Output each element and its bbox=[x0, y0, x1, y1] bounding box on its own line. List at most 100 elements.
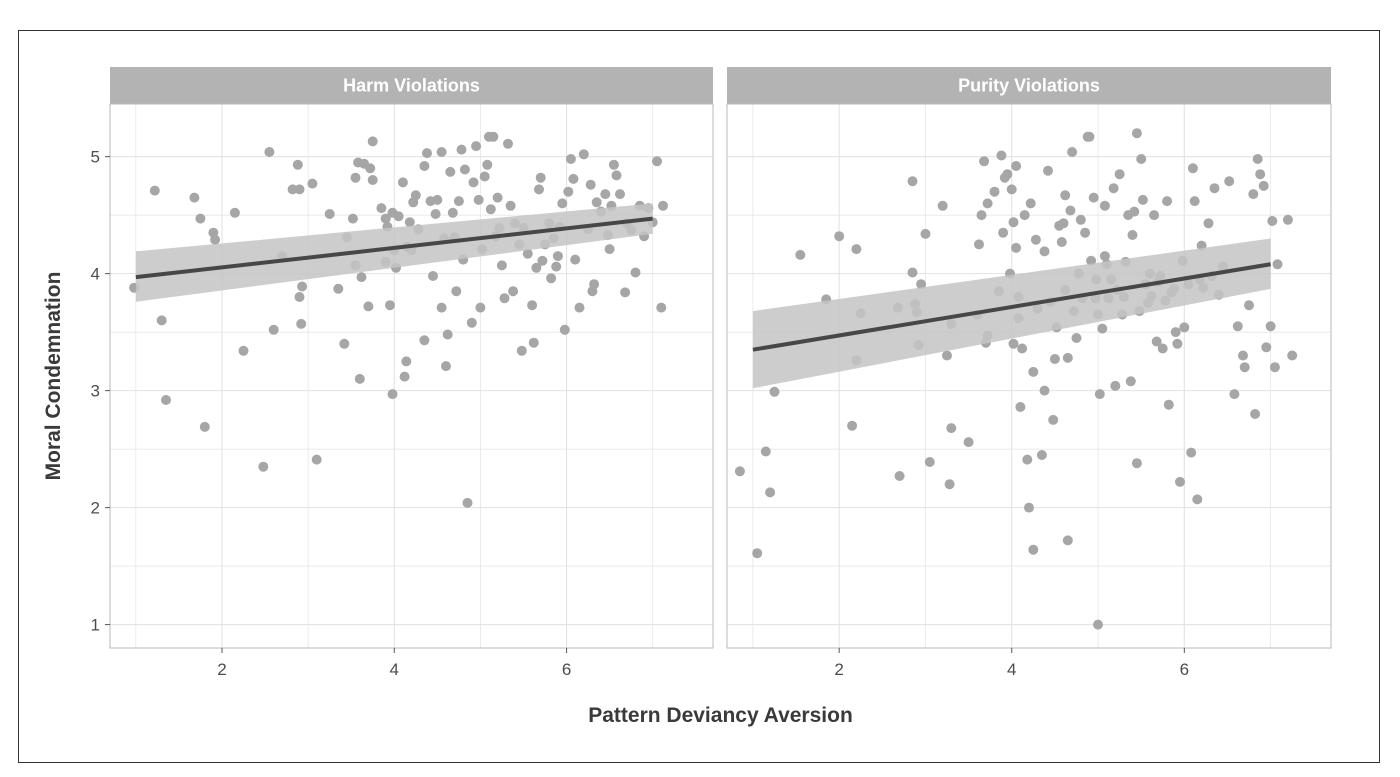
data-point bbox=[1039, 385, 1050, 396]
data-point bbox=[1060, 190, 1071, 201]
x-tick-label: 4 bbox=[1007, 660, 1016, 679]
data-point bbox=[570, 254, 581, 265]
confidence-band bbox=[135, 203, 653, 302]
data-point bbox=[1093, 619, 1103, 630]
data-point bbox=[1028, 544, 1039, 555]
data-point bbox=[847, 420, 858, 431]
data-point bbox=[1071, 333, 1082, 343]
data-point bbox=[1088, 192, 1099, 203]
data-point bbox=[294, 184, 305, 195]
data-point bbox=[492, 192, 503, 203]
data-point bbox=[924, 457, 935, 467]
data-point bbox=[1099, 251, 1110, 262]
data-point bbox=[1011, 242, 1022, 253]
data-point bbox=[979, 156, 990, 167]
data-point bbox=[656, 302, 667, 313]
data-point bbox=[976, 210, 987, 221]
data-point bbox=[397, 177, 408, 188]
data-point bbox=[1287, 350, 1298, 361]
data-point bbox=[380, 213, 391, 224]
data-point bbox=[752, 548, 763, 559]
panel-title: Purity Violations bbox=[958, 76, 1100, 96]
data-point bbox=[258, 461, 269, 472]
y-tick-label: 5 bbox=[91, 148, 100, 167]
panel-border bbox=[726, 103, 1332, 649]
data-point bbox=[907, 176, 918, 187]
data-point bbox=[1006, 184, 1017, 195]
data-point bbox=[760, 446, 771, 457]
data-point bbox=[1175, 476, 1185, 487]
data-point bbox=[1084, 131, 1095, 142]
data-point bbox=[1244, 300, 1254, 311]
data-point bbox=[620, 287, 631, 298]
data-point bbox=[1110, 380, 1121, 391]
data-point bbox=[1002, 169, 1013, 180]
data-point bbox=[1151, 336, 1162, 347]
data-point bbox=[1086, 255, 1097, 266]
data-point bbox=[1170, 327, 1181, 338]
data-point bbox=[156, 315, 167, 326]
data-point bbox=[485, 204, 496, 215]
data-point bbox=[363, 301, 374, 312]
data-point bbox=[527, 300, 538, 311]
data-point bbox=[385, 300, 395, 311]
data-point bbox=[471, 141, 482, 152]
data-point bbox=[466, 317, 477, 328]
data-point bbox=[1022, 454, 1033, 465]
data-point bbox=[557, 198, 568, 209]
data-point bbox=[393, 211, 404, 222]
data-point bbox=[367, 175, 378, 185]
data-point bbox=[367, 136, 378, 147]
data-point bbox=[920, 228, 931, 239]
data-point bbox=[339, 338, 350, 349]
y-tick-label: 1 bbox=[91, 616, 100, 635]
data-point bbox=[1099, 200, 1110, 211]
data-point bbox=[1267, 216, 1278, 226]
data-point bbox=[294, 292, 305, 302]
data-point bbox=[944, 479, 955, 490]
data-point bbox=[462, 497, 473, 508]
panel-0: Harm Violations 2 4 6 1 2 3 4 5 bbox=[91, 67, 714, 679]
data-point bbox=[410, 190, 421, 201]
data-point bbox=[1265, 321, 1276, 332]
data-point bbox=[1056, 237, 1067, 247]
data-point bbox=[1229, 389, 1240, 400]
data-point bbox=[419, 161, 430, 171]
data-point bbox=[445, 166, 456, 177]
y-tick-label: 3 bbox=[91, 382, 100, 401]
data-point bbox=[441, 361, 451, 372]
data-point bbox=[505, 200, 516, 211]
data-point bbox=[473, 194, 484, 205]
data-point bbox=[432, 194, 443, 205]
data-point bbox=[604, 244, 615, 255]
data-point bbox=[1062, 535, 1073, 546]
data-point bbox=[608, 159, 619, 170]
data-point bbox=[1036, 450, 1047, 460]
data-point bbox=[468, 177, 479, 188]
data-point bbox=[324, 209, 335, 219]
data-point bbox=[488, 131, 499, 142]
data-point bbox=[1203, 218, 1214, 229]
x-tick-label: 2 bbox=[834, 660, 843, 679]
panel-strip bbox=[110, 67, 713, 104]
data-point bbox=[528, 337, 539, 348]
data-point bbox=[946, 423, 957, 434]
data-point bbox=[1209, 183, 1220, 194]
data-point bbox=[189, 192, 200, 203]
data-point bbox=[1282, 214, 1293, 225]
data-point bbox=[769, 386, 780, 397]
x-tick-label: 6 bbox=[1180, 660, 1189, 679]
data-point bbox=[989, 186, 1000, 197]
data-point bbox=[399, 371, 410, 382]
x-tick-label: 4 bbox=[390, 660, 399, 679]
data-point bbox=[1157, 343, 1168, 354]
data-point bbox=[546, 273, 557, 284]
data-point bbox=[551, 261, 562, 272]
data-point bbox=[1261, 342, 1272, 353]
data-point bbox=[333, 283, 344, 294]
data-point bbox=[482, 159, 493, 170]
data-point bbox=[436, 147, 447, 157]
data-point bbox=[1179, 322, 1190, 333]
data-point bbox=[974, 239, 984, 250]
